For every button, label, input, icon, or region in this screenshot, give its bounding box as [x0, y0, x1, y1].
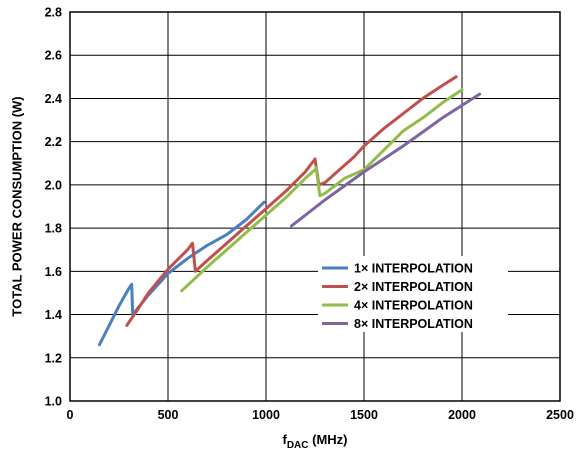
legend-label: 2× INTERPOLATION [354, 280, 473, 294]
legend-label: 1× INTERPOLATION [354, 262, 473, 276]
y-tick-label: 1.4 [45, 308, 62, 322]
x-tick-label: 1000 [252, 408, 280, 422]
series-lines [97, 75, 482, 347]
y-tick-label: 2.6 [45, 49, 62, 63]
legend: 1× INTERPOLATION 2× INTERPOLATION 4× INTER… [318, 256, 508, 332]
series-line-2 [125, 75, 458, 327]
y-tick-label: 1.6 [45, 265, 62, 279]
y-tick-label: 2.8 [45, 6, 62, 20]
x-axis-title-subscript: DAC [287, 440, 309, 451]
y-tick-label: 2.4 [45, 92, 62, 106]
x-tick-label: 1500 [350, 408, 378, 422]
plot-frame [69, 11, 561, 402]
x-axis-title-unit: (MHz) [309, 432, 348, 447]
y-axis-title: TOTAL POWER CONSUMPTION (W) [9, 96, 24, 316]
y-tick-label: 1.0 [45, 395, 62, 409]
series-line-1 [97, 200, 266, 347]
y-tick-label: 1.2 [45, 351, 62, 365]
y-tick-label: 1.8 [45, 222, 62, 236]
series-line-4 [290, 92, 482, 228]
x-axis-title: fDAC (MHz) [282, 432, 347, 451]
x-tick-label: 2000 [448, 408, 476, 422]
legend-label: 8× INTERPOLATION [354, 317, 473, 331]
x-axis-title-main: f [282, 432, 287, 447]
y-axis-tick-labels: 1.0 1.2 1.4 1.6 1.8 2.0 2.2 2.4 2.6 2.8 [45, 6, 62, 409]
x-tick-label: 0 [67, 408, 74, 422]
legend-label: 4× INTERPOLATION [354, 299, 473, 313]
y-tick-label: 2.2 [45, 135, 62, 149]
grid-lines [70, 12, 560, 401]
series-line-3 [180, 88, 464, 293]
x-tick-label: 2500 [546, 408, 574, 422]
legend-background [318, 256, 508, 332]
x-tick-label: 500 [158, 408, 179, 422]
x-axis-tick-labels: 0 500 1000 1500 2000 2500 [67, 408, 574, 422]
y-tick-label: 2.0 [45, 178, 62, 192]
